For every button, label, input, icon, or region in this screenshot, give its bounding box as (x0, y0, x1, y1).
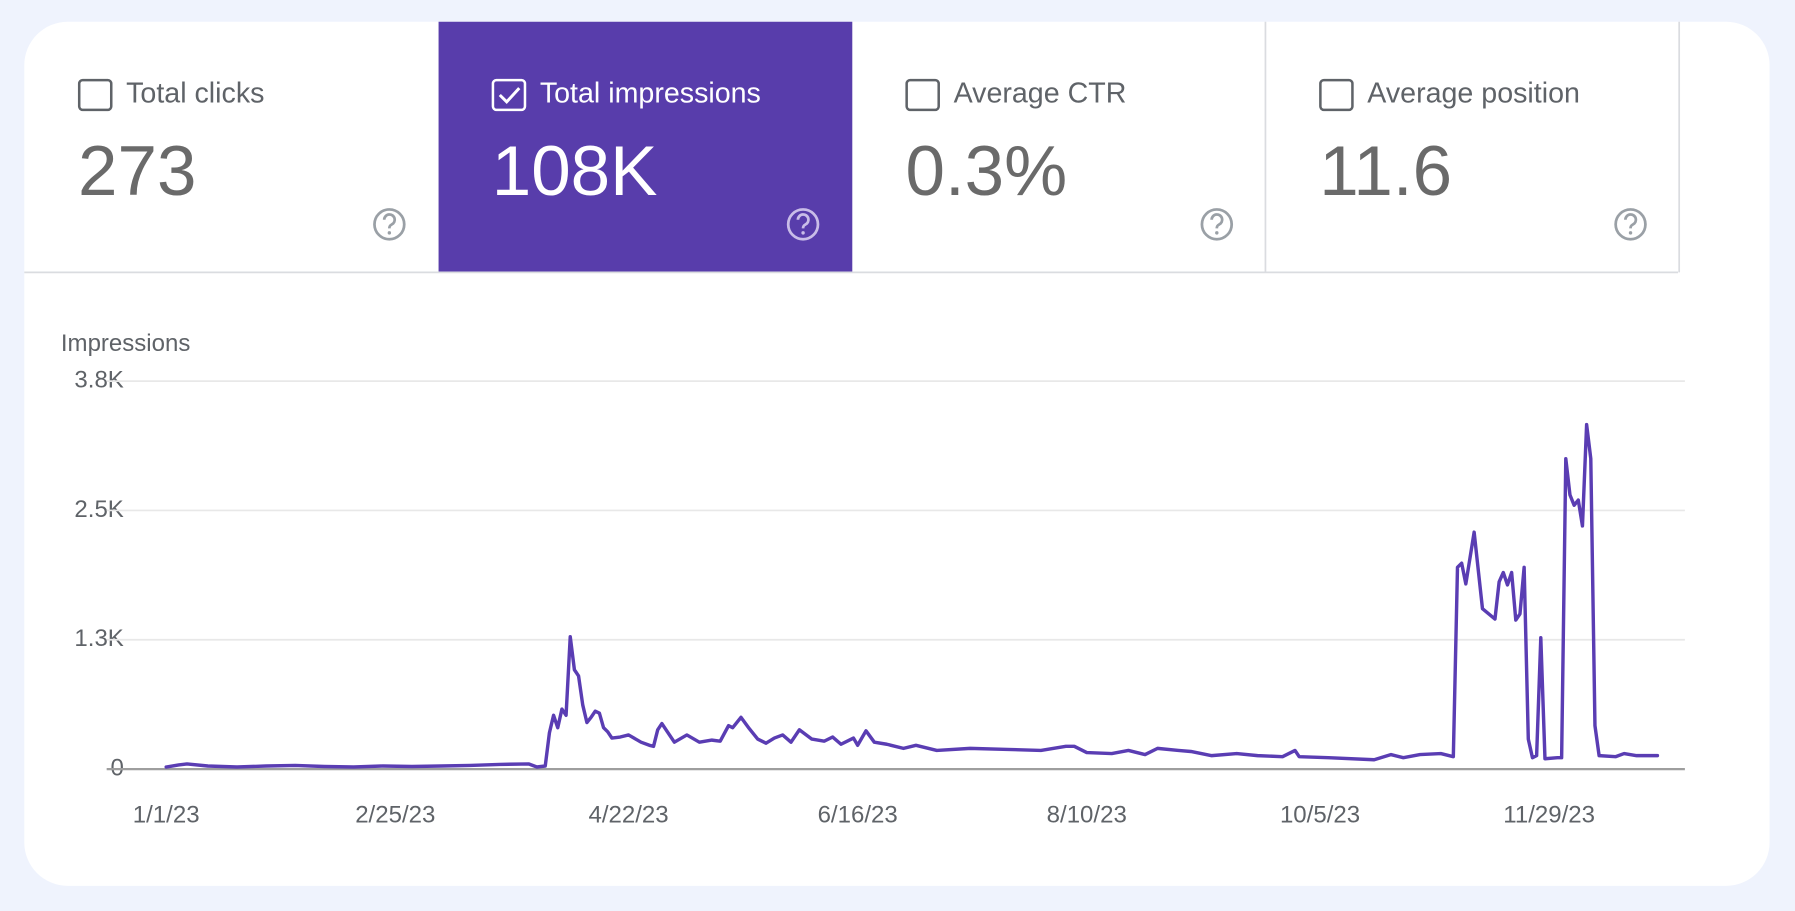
help-icon-dot (387, 231, 392, 235)
help-icon-glyph (1210, 213, 1224, 229)
metric-label: Average position (1367, 78, 1580, 110)
help-icon[interactable] (1614, 208, 1647, 241)
x-tick-label: 10/5/23 (1280, 801, 1360, 828)
checkbox[interactable] (491, 78, 527, 112)
x-tick-label: 11/29/23 (1503, 801, 1595, 828)
checkmark (498, 87, 521, 105)
help-icon-dot (1628, 231, 1633, 235)
tab-background (438, 21, 853, 273)
x-tick-label: 1/1/23 (133, 801, 200, 828)
help-icon[interactable] (786, 208, 820, 241)
x-tick-label: 2/25/23 (355, 801, 435, 828)
help-icon[interactable] (1200, 208, 1234, 241)
help-icon-dot (801, 231, 805, 235)
metric-value: 108K (492, 132, 658, 211)
help-icon[interactable] (373, 208, 406, 241)
y-tick-label: 1.3K (74, 625, 123, 652)
x-tick-label: 8/10/23 (1047, 801, 1127, 828)
y-tick-label: 0 (110, 754, 123, 781)
metric-tabs: Total clicks 273 Total impressions 108K Aver… (24, 21, 1681, 274)
impressions-line (164, 422, 1660, 769)
metric-label: Total clicks (126, 78, 264, 110)
card (24, 21, 1770, 886)
checkbox[interactable] (1319, 78, 1354, 112)
metric-tab[interactable]: Average CTR 0.3% (905, 21, 1267, 273)
checkbox[interactable] (905, 78, 940, 112)
help-icon-glyph (796, 213, 810, 229)
chart: Impressions 0 1.3K 2.5K 3.8K 1/1/23 2/25/23 4/… (61, 330, 1685, 828)
help-icon-glyph (1624, 213, 1638, 229)
y-tick-label: 3.8K (74, 366, 123, 393)
y-axis-title: Impressions (61, 330, 190, 357)
metric-value: 0.3% (906, 132, 1068, 211)
y-tick-label: 2.5K (74, 496, 123, 523)
checkbox[interactable] (77, 78, 113, 112)
metric-value: 273 (78, 132, 196, 211)
metric-tab[interactable]: Total impressions 108K (438, 21, 853, 273)
metric-tab[interactable]: Average position 11.6 (1319, 21, 1681, 273)
metric-value: 11.6 (1319, 132, 1452, 211)
x-tick-label: 6/16/23 (818, 801, 898, 828)
help-icon-dot (1215, 231, 1219, 235)
metric-label: Total impressions (540, 78, 761, 110)
metric-label: Average CTR (954, 78, 1127, 110)
x-tick-label: 4/22/23 (588, 801, 668, 828)
help-icon-glyph (382, 213, 397, 229)
metric-tab[interactable]: Total clicks 273 (77, 78, 406, 241)
